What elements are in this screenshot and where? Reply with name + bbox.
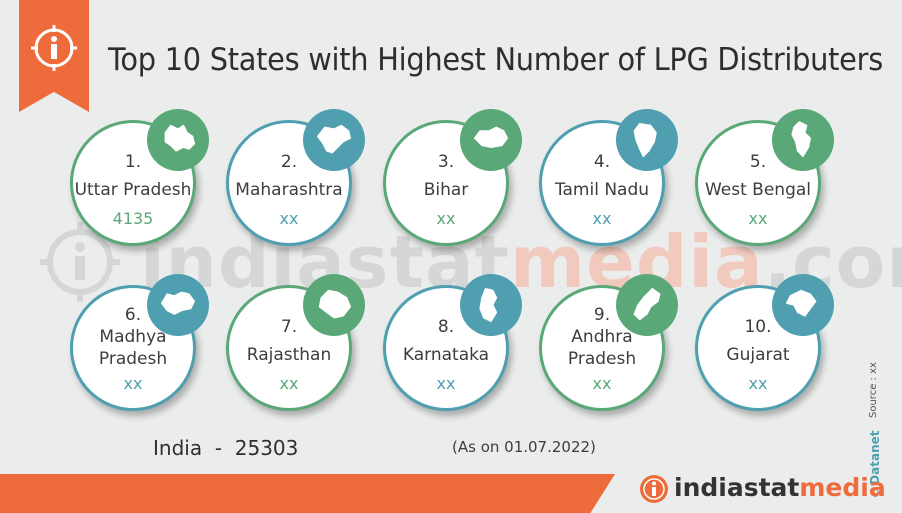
state-value: xx — [592, 374, 612, 393]
state-name-line2: Pradesh — [567, 349, 637, 369]
state-card-7: 7. Rajasthan xx — [226, 274, 365, 411]
india-total: India - 25303 — [153, 436, 299, 460]
state-map-icon — [460, 109, 522, 171]
state-map-icon — [460, 274, 522, 336]
state-card-10: 10. Gujarat xx — [695, 274, 834, 411]
state-card-9: 9. Andhra Pradesh xx — [539, 274, 678, 411]
state-name-line2: Pradesh — [98, 349, 168, 369]
state-value: xx — [279, 209, 299, 228]
state-rank: 9. — [593, 305, 611, 325]
state-value: xx — [436, 209, 456, 228]
state-value: xx — [748, 374, 768, 393]
state-card-6: 6. Madhya Pradesh xx — [70, 274, 209, 411]
state-card-3: 3. Bihar xx — [383, 109, 522, 246]
footer-logo-icon — [640, 475, 668, 503]
state-map-icon — [303, 274, 365, 336]
watermark-logo-icon — [40, 222, 120, 302]
state-name: Uttar Pradesh — [74, 180, 192, 200]
footer-logo-part1: indiastat — [674, 473, 800, 502]
state-card-5: 5. West Bengal xx — [695, 109, 834, 246]
state-card-4: 4. Tamil Nadu xx — [539, 109, 678, 246]
state-rank: 4. — [593, 152, 611, 172]
state-map-icon — [303, 109, 365, 171]
page-title: Top 10 States with Highest Number of LPG… — [108, 42, 883, 78]
state-value: xx — [592, 209, 612, 228]
state-map-icon — [772, 274, 834, 336]
state-map-icon — [147, 274, 209, 336]
state-name: Karnataka — [402, 345, 490, 365]
state-value: xx — [436, 374, 456, 393]
info-icon — [31, 25, 77, 71]
state-card-1: 1. Uttar Pradesh 4135 — [70, 109, 209, 246]
state-rank: 8. — [437, 317, 455, 337]
state-map-icon — [616, 274, 678, 336]
state-name: Maharashtra — [235, 180, 343, 200]
state-value: 4135 — [112, 209, 154, 228]
state-name: Andhra — [571, 327, 633, 347]
state-rank: 3. — [437, 152, 455, 172]
as-on-date: (As on 01.07.2022) — [452, 438, 596, 456]
state-map-icon — [772, 109, 834, 171]
state-rank: 5. — [749, 152, 767, 172]
state-name: West Bengal — [704, 180, 812, 200]
state-value: xx — [279, 374, 299, 393]
state-map-icon — [147, 109, 209, 171]
state-value: xx — [123, 374, 143, 393]
state-rank: 2. — [280, 152, 298, 172]
state-rank: 6. — [124, 305, 142, 325]
state-card-8: 8. Karnataka xx — [383, 274, 522, 411]
state-rank: 10. — [744, 317, 772, 337]
state-name: Gujarat — [726, 345, 790, 365]
state-card-2: 2. Maharashtra xx — [226, 109, 365, 246]
state-rank: 1. — [124, 152, 142, 172]
state-name: Tamil Nadu — [554, 180, 650, 200]
footer-bar — [0, 474, 615, 513]
state-name: Rajasthan — [246, 345, 332, 365]
footer-logo-part2: media — [799, 473, 886, 502]
source-text: Source : xx — [868, 362, 879, 418]
state-name: Madhya — [99, 327, 167, 347]
header-badge — [19, 0, 89, 112]
state-name: Bihar — [423, 180, 469, 200]
state-rank: 7. — [280, 317, 298, 337]
state-map-icon — [616, 109, 678, 171]
state-value: xx — [748, 209, 768, 228]
